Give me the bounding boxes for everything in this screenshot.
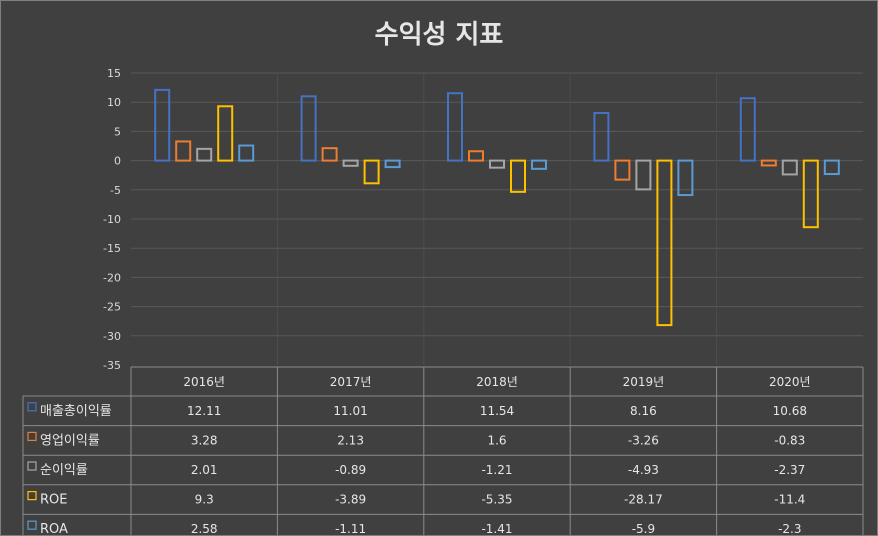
- bars: [154, 88, 840, 327]
- legend-label: 영업이익률: [40, 433, 100, 448]
- bar-4-3: [510, 159, 526, 193]
- data-label: 1.6: [487, 433, 506, 447]
- bar-4-1: [217, 105, 234, 162]
- data-label: -11.4: [774, 493, 805, 507]
- data-label: 10.68: [773, 404, 807, 418]
- data-label: -2.37: [774, 463, 805, 477]
- y-tick-label: -5: [110, 184, 121, 197]
- data-label: -3.89: [335, 493, 366, 507]
- data-label: 8.16: [630, 404, 657, 418]
- category-label: 2018년: [476, 375, 518, 389]
- data-label: -5.35: [481, 493, 512, 507]
- y-tick-label: 15: [107, 67, 121, 80]
- bar-2-2: [321, 147, 338, 162]
- data-label: -1.41: [481, 522, 512, 535]
- data-label: 12.11: [187, 404, 221, 418]
- category-label: 2019년: [623, 375, 665, 389]
- data-label: -28.17: [624, 493, 663, 507]
- y-tick-label: 0: [114, 155, 121, 168]
- y-tick-label: -20: [103, 271, 121, 284]
- bar-1-5: [739, 97, 756, 162]
- bar-4-4: [656, 159, 673, 327]
- data-label: 2.58: [191, 522, 218, 535]
- y-tick-label: -30: [103, 330, 121, 343]
- chart-title: 수익성 지표: [375, 20, 504, 50]
- bar-2-3: [468, 150, 484, 162]
- bar-1-3: [447, 92, 463, 162]
- y-tick-label: -15: [103, 242, 121, 255]
- y-tick-label: -10: [103, 213, 121, 226]
- bar-3-3: [489, 159, 505, 169]
- category-label: 2017년: [330, 375, 372, 389]
- y-tick-label: 10: [107, 96, 121, 109]
- bar-1-4: [593, 111, 610, 162]
- bar-3-5: [781, 159, 798, 176]
- legend-swatch: [27, 461, 37, 471]
- data-label: -0.83: [774, 433, 805, 447]
- data-label: -4.93: [628, 463, 659, 477]
- bar-3-2: [342, 159, 359, 167]
- data-label: 11.01: [333, 404, 367, 418]
- data-label: 3.28: [191, 433, 218, 447]
- legend-swatch: [27, 431, 37, 441]
- bar-4-5: [802, 159, 819, 229]
- data-label: 11.54: [480, 404, 514, 418]
- data-label: 2.01: [191, 463, 218, 477]
- data-label: -1.21: [481, 463, 512, 477]
- bar-2-1: [175, 140, 192, 162]
- legend-swatch: [27, 520, 37, 530]
- bar-5-4: [677, 159, 694, 197]
- bar-1-2: [300, 95, 317, 162]
- category-label: 2020년: [769, 375, 811, 389]
- legend-label: ROA: [40, 522, 68, 535]
- bar-3-1: [196, 147, 213, 162]
- data-label: -5.9: [632, 522, 655, 535]
- legend-swatch: [27, 491, 37, 501]
- bar-5-3: [531, 159, 547, 170]
- gridlines: [131, 72, 863, 365]
- legend-label: ROE: [40, 493, 67, 508]
- data-label: -1.11: [335, 522, 366, 535]
- bar-5-5: [823, 159, 840, 176]
- bar-5-2: [384, 159, 401, 169]
- y-tick-label: -25: [103, 301, 121, 314]
- data-label: -0.89: [335, 463, 366, 477]
- data-label: -3.26: [628, 433, 659, 447]
- bar-4-2: [363, 159, 380, 185]
- data-label: -2.3: [778, 522, 801, 535]
- y-tick-label: 5: [114, 125, 121, 138]
- bar-5-1: [238, 144, 255, 162]
- y-tick-label: -35: [103, 359, 121, 372]
- bar-2-5: [760, 159, 777, 167]
- category-label: 2016년: [183, 375, 225, 389]
- bar-3-4: [635, 159, 652, 191]
- y-axis-ticks: 15 10 5 0 -5 -10 -15 -20 -25 -30 -35: [103, 67, 121, 372]
- bar-2-4: [614, 159, 631, 181]
- legend-swatch: [27, 402, 37, 412]
- legend-label: 매출총이익률: [40, 404, 112, 419]
- data-label: 9.3: [195, 493, 214, 507]
- legend-label: 순이익률: [40, 463, 88, 478]
- bar-1-1: [154, 88, 171, 162]
- data-label: 2.13: [337, 433, 364, 447]
